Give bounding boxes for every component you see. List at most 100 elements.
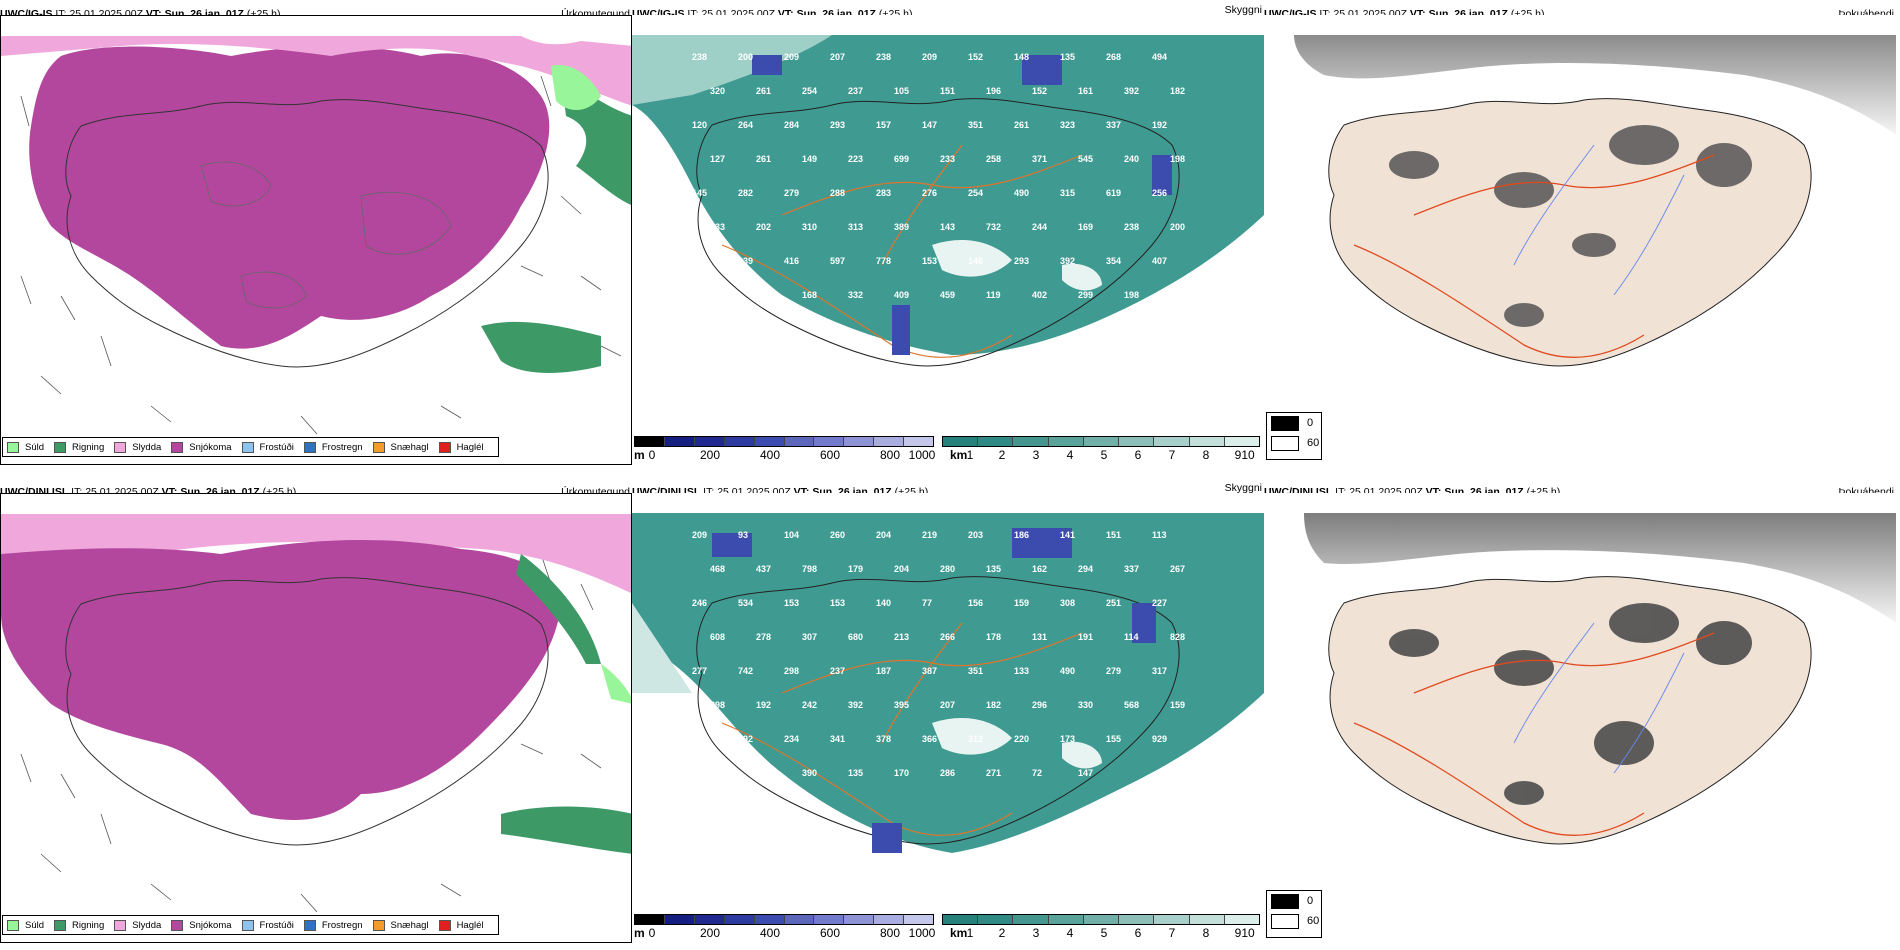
ceiling-value-label: 237 xyxy=(830,666,845,676)
iceland-coast xyxy=(696,98,1180,367)
legend-swatch xyxy=(438,919,451,931)
ceiling-value-label: 131 xyxy=(1032,632,1047,642)
height-swatch xyxy=(814,915,845,924)
legend-swatch xyxy=(303,441,316,453)
roads xyxy=(721,144,1083,358)
ceiling-value-label: 390 xyxy=(802,768,817,778)
ceiling-value-label: 246 xyxy=(692,598,707,608)
ceiling-value-label: 286 xyxy=(940,768,955,778)
ceiling-value-label: 219 xyxy=(922,530,937,540)
low-ceiling-patches xyxy=(752,55,1172,355)
ceiling-value-label: 192 xyxy=(738,734,753,744)
ceiling-value-label: 371 xyxy=(1032,154,1047,164)
ceiling-value-label: 392 xyxy=(1124,86,1139,96)
panel-fog-row1: UWC/IG-IS IT: 25.01.2025 00Z VT: Sun. 26… xyxy=(1264,0,1896,472)
ceiling-value-label: 151 xyxy=(940,86,955,96)
ceiling-value-label: 798 xyxy=(802,564,817,574)
ceiling-value-label: 929 xyxy=(1152,734,1167,744)
height-swatch xyxy=(874,915,905,924)
ceiling-value-label: 169 xyxy=(1078,222,1093,232)
legend-swatch xyxy=(171,441,184,453)
glacier-outlines xyxy=(200,161,452,309)
ceiling-value-label: 233 xyxy=(940,154,955,164)
ceiling-value-label: 296 xyxy=(1032,700,1047,710)
visibility-swatch xyxy=(943,915,979,924)
ceiling-value-label: 153 xyxy=(922,256,937,266)
visibility-swatch xyxy=(943,437,979,446)
visibility-swatch xyxy=(978,915,1014,924)
legend-swatch xyxy=(7,919,19,931)
ceiling-value-label: 207 xyxy=(830,52,845,62)
ceiling-value-label: 278 xyxy=(756,632,771,642)
ceiling-value-label: 267 xyxy=(1170,564,1185,574)
ceiling-value-label: 133 xyxy=(1014,666,1029,676)
legend-item: Snjókoma xyxy=(171,441,232,453)
legend-item: Frostúði xyxy=(241,441,294,453)
ceiling-value-label: 233 xyxy=(710,222,725,232)
ceiling-value-label: 135 xyxy=(848,768,863,778)
legend-item: Haglél xyxy=(438,441,484,453)
ceiling-value-label: 392 xyxy=(1060,256,1075,266)
visibility-field-light xyxy=(632,35,832,105)
visibility-swatch xyxy=(1224,915,1259,924)
ceiling-value-label: 258 xyxy=(986,154,1001,164)
legend-item: Rigning xyxy=(54,919,104,931)
height-swatch xyxy=(904,915,934,924)
legend-swatch xyxy=(372,919,385,931)
ceiling-value-label: 778 xyxy=(876,256,891,266)
iceland-land xyxy=(1328,98,1812,367)
iceland-coast xyxy=(65,99,549,368)
ceiling-value-label: 389 xyxy=(894,222,909,232)
ceiling-value-label: 159 xyxy=(1014,598,1029,608)
ceiling-value-label: 156 xyxy=(968,598,983,608)
ceiling-value-label: 240 xyxy=(1124,154,1139,164)
fog-patches xyxy=(1389,603,1752,805)
ceiling-value-label: 145 xyxy=(692,188,707,198)
ceiling-value-label: 198 xyxy=(1124,290,1139,300)
ceiling-value-label: 401 xyxy=(756,768,771,778)
ceiling-value-label: 298 xyxy=(784,666,799,676)
ceiling-value-label: 254 xyxy=(968,188,983,198)
height-colorbar: m 0 200 400 600 800 1000 xyxy=(634,914,935,944)
ceiling-value-label: 157 xyxy=(710,290,725,300)
legend-item: Snjókoma xyxy=(171,919,232,931)
legend-swatch xyxy=(114,441,127,453)
legend-item: Slydda xyxy=(114,919,161,931)
ceiling-value-label: 196 xyxy=(986,86,1001,96)
legend-item: Haglél xyxy=(438,919,484,931)
ceiling-value-label: 108 xyxy=(1170,290,1185,300)
ceiling-value-label: 680 xyxy=(848,632,863,642)
ceiling-value-label: 266 xyxy=(940,632,955,642)
low-ceiling-patches xyxy=(712,528,1156,853)
visibility-swatch xyxy=(1154,437,1190,446)
ceiling-value-label: 187 xyxy=(876,666,891,676)
ceiling-value-label: 313 xyxy=(848,222,863,232)
ceiling-value-label: 238 xyxy=(876,52,891,62)
ceiling-value-label: 284 xyxy=(784,120,799,130)
height-swatch xyxy=(635,915,665,924)
ceiling-value-label: 149 xyxy=(802,154,817,164)
height-swatch xyxy=(754,437,785,446)
height-swatch xyxy=(874,437,905,446)
visibility-swatch xyxy=(1048,915,1084,924)
visibility-swatch xyxy=(1083,437,1120,446)
ceiling-value-label: 153 xyxy=(830,598,845,608)
ceiling-value-label: 315 xyxy=(1060,188,1075,198)
legend-swatch xyxy=(1271,893,1299,909)
legend-item: Súld xyxy=(7,919,44,931)
visibility-swatch xyxy=(1189,915,1225,924)
height-swatch xyxy=(844,915,875,924)
visibility-field xyxy=(632,35,1264,355)
ceiling-value-label: 204 xyxy=(894,564,909,574)
ceiling-value-label: 828 xyxy=(1170,632,1185,642)
rain-area-south xyxy=(481,321,601,373)
visibility-swatch xyxy=(1083,915,1120,924)
legend-swatch xyxy=(114,919,127,931)
ceiling-value-label: 204 xyxy=(876,530,891,540)
ceiling-value-label: 395 xyxy=(894,700,909,710)
height-swatch xyxy=(844,437,875,446)
visibility-swatch xyxy=(1048,437,1084,446)
ceiling-value-label: 119 xyxy=(986,290,1001,300)
sleet-area xyxy=(1,514,631,594)
ceiling-value-label: 437 xyxy=(756,564,771,574)
